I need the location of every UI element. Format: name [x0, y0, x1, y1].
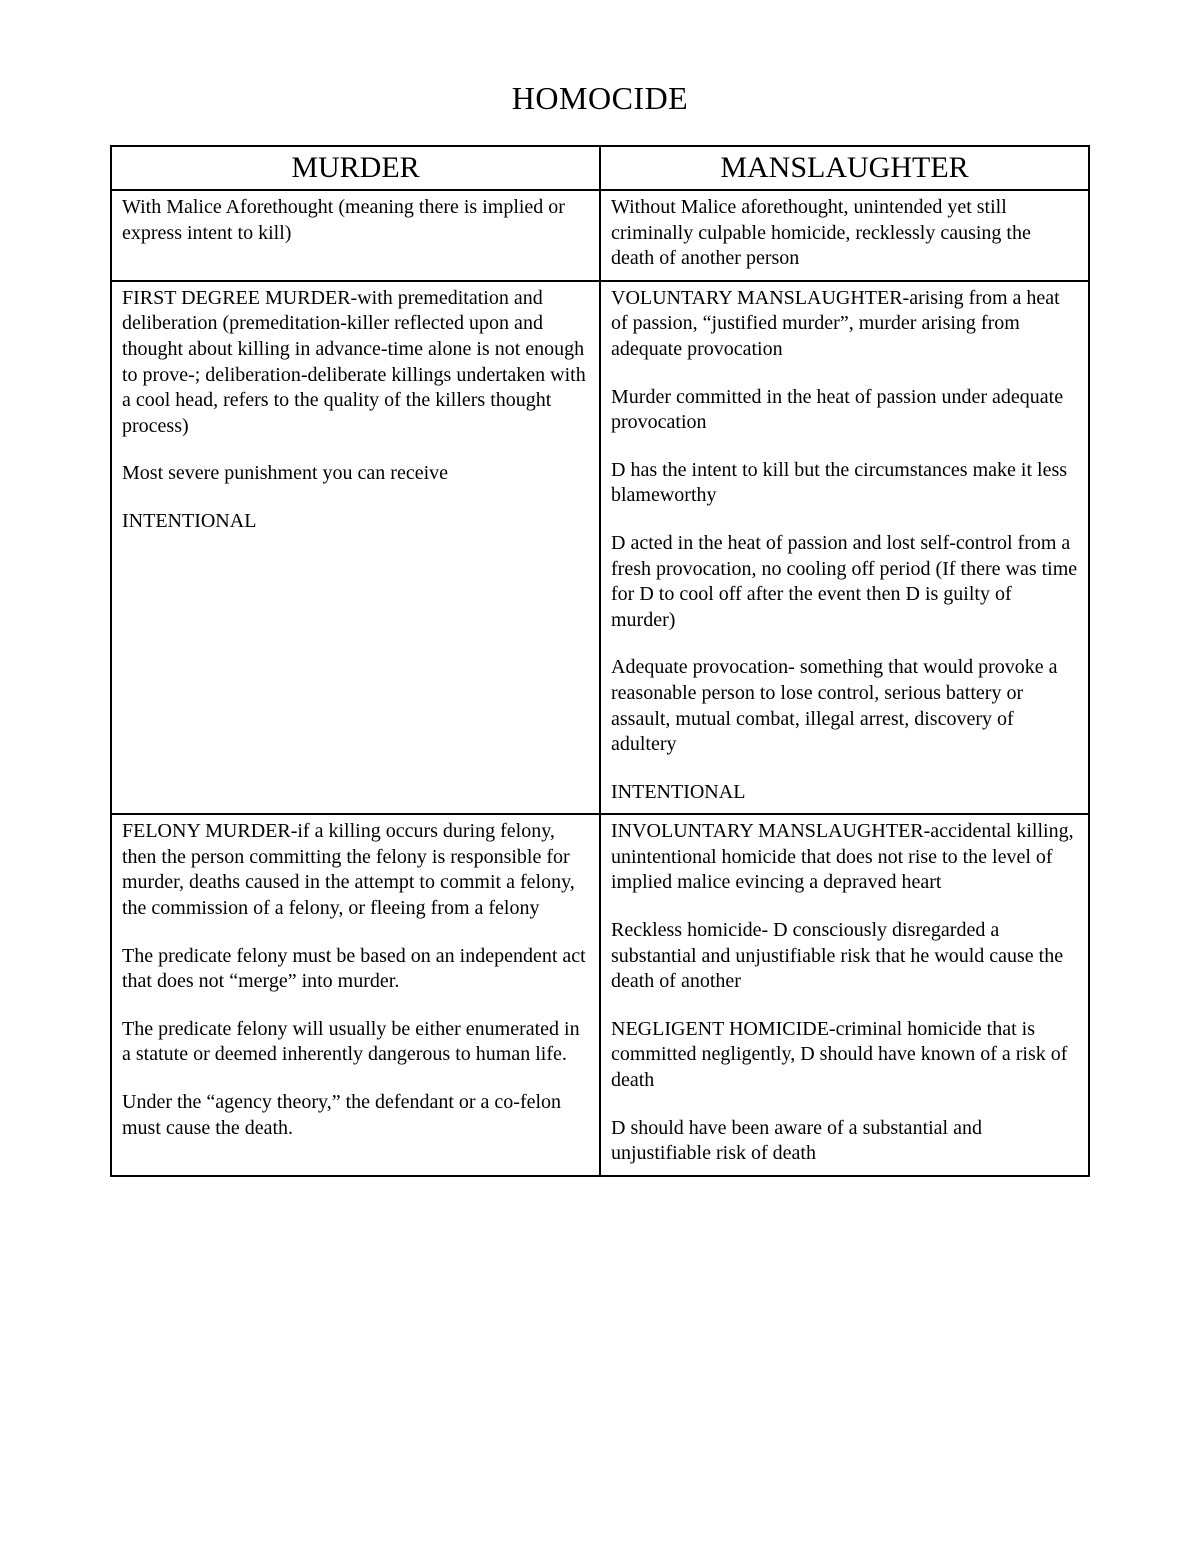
table-row: With Malice Aforethought (meaning there …: [111, 190, 1089, 281]
cell-manslaughter-definition: Without Malice aforethought, unintended …: [600, 190, 1089, 281]
table-header-row: MURDER MANSLAUGHTER: [111, 146, 1089, 190]
cell-voluntary-manslaughter: VOLUNTARY MANSLAUGHTER-arising from a he…: [600, 281, 1089, 815]
paragraph: NEGLIGENT HOMICIDE-criminal homicide tha…: [611, 1017, 1078, 1094]
cell-involuntary-manslaughter: INVOLUNTARY MANSLAUGHTER-accidental kill…: [600, 814, 1089, 1176]
paragraph: Reckless homicide- D consciously disrega…: [611, 918, 1078, 995]
col-header-manslaughter: MANSLAUGHTER: [600, 146, 1089, 190]
cell-first-degree-murder: FIRST DEGREE MURDER-with premeditation a…: [111, 281, 600, 815]
paragraph: INVOLUNTARY MANSLAUGHTER-accidental kill…: [611, 819, 1078, 896]
paragraph: INTENTIONAL: [122, 509, 589, 535]
cell-felony-murder: FELONY MURDER-if a killing occurs during…: [111, 814, 600, 1176]
paragraph: D acted in the heat of passion and lost …: [611, 531, 1078, 633]
paragraph: The predicate felony must be based on an…: [122, 944, 589, 995]
homicide-table: MURDER MANSLAUGHTER With Malice Aforetho…: [110, 145, 1090, 1177]
paragraph: Murder committed in the heat of passion …: [611, 385, 1078, 436]
paragraph: FELONY MURDER-if a killing occurs during…: [122, 819, 589, 921]
paragraph: The predicate felony will usually be eit…: [122, 1017, 589, 1068]
page-title: HOMOCIDE: [110, 80, 1090, 117]
paragraph: FIRST DEGREE MURDER-with premeditation a…: [122, 286, 589, 440]
paragraph: Most severe punishment you can receive: [122, 461, 589, 487]
paragraph: D should have been aware of a substantia…: [611, 1116, 1078, 1167]
table-row: FELONY MURDER-if a killing occurs during…: [111, 814, 1089, 1176]
cell-murder-definition: With Malice Aforethought (meaning there …: [111, 190, 600, 281]
paragraph: Under the “agency theory,” the defendant…: [122, 1090, 589, 1141]
paragraph: VOLUNTARY MANSLAUGHTER-arising from a he…: [611, 286, 1078, 363]
paragraph: Without Malice aforethought, unintended …: [611, 195, 1078, 272]
table-row: FIRST DEGREE MURDER-with premeditation a…: [111, 281, 1089, 815]
paragraph: D has the intent to kill but the circums…: [611, 458, 1078, 509]
paragraph: With Malice Aforethought (meaning there …: [122, 195, 589, 246]
paragraph: INTENTIONAL: [611, 780, 1078, 806]
col-header-murder: MURDER: [111, 146, 600, 190]
paragraph: Adequate provocation- something that wou…: [611, 655, 1078, 757]
